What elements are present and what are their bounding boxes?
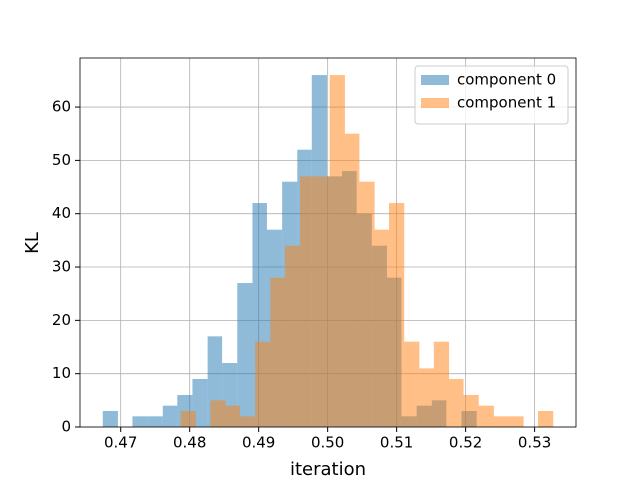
histogram-bar [270,277,285,427]
histogram-bar [419,368,434,427]
x-tick-label: 0.49 [242,434,275,452]
x-tick-label: 0.50 [311,434,344,452]
y-tick-label: 0 [61,418,71,436]
legend-swatch [421,75,449,85]
histogram-bar [210,400,226,427]
y-tick-label: 10 [52,364,71,382]
histogram-bar [180,411,196,427]
y-axis-label: KL [22,232,43,254]
y-tick-label: 20 [52,311,71,329]
histogram-bar [478,405,494,427]
histogram-bar [284,245,301,427]
histogram-bar [102,411,118,427]
histogram-bar [329,75,345,427]
histogram-bar [374,229,390,427]
x-tick-label: 0.47 [104,434,137,452]
histogram-bar [344,133,360,427]
legend-label: component 0 [457,71,556,89]
histogram-bar [147,416,163,427]
histogram-bar [300,176,315,427]
histogram-bar [538,411,554,427]
histogram-bar [463,395,479,427]
histogram-bar [240,416,256,427]
histogram-bar [389,203,405,427]
y-tick-label: 50 [52,151,71,169]
histogram-bar [162,405,178,427]
histogram-bar [359,181,375,427]
x-tick-label: 0.53 [518,434,551,452]
legend-label: component 1 [457,94,556,112]
legend-box [414,65,569,125]
histogram-bar [493,416,509,427]
histogram-bar [192,379,208,427]
histogram-bar [508,416,524,427]
histogram-bar [404,341,420,427]
histogram-bar [225,405,241,427]
histogram-bar [314,176,330,427]
x-tick-label: 0.51 [380,434,413,452]
legend-swatch [421,98,449,108]
y-tick-label: 30 [52,258,71,276]
y-tick-label: 40 [52,204,71,222]
histogram-bar [237,283,253,427]
plot-frame [79,57,577,428]
histogram-bar [132,416,148,427]
x-axis-label: iteration [290,459,366,480]
histogram-bar [433,341,450,427]
histogram-bar [449,379,464,427]
x-tick-label: 0.48 [173,434,206,452]
y-tick-label: 60 [52,98,71,116]
x-tick-label: 0.52 [449,434,482,452]
histogram-bar [255,341,271,427]
